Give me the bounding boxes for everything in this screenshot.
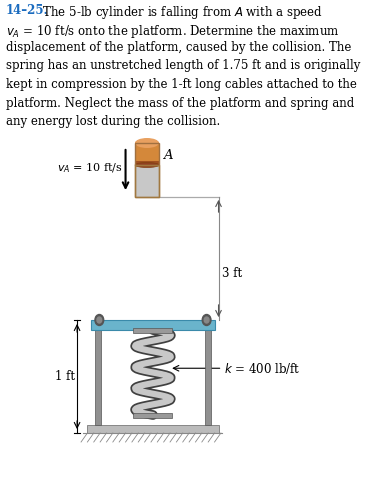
Circle shape [95,314,104,326]
Ellipse shape [135,139,159,147]
Text: platform. Neglect the mass of the platform and spring and: platform. Neglect the mass of the platfo… [6,97,354,109]
Bar [135,143,159,165]
Ellipse shape [135,162,159,167]
Bar [91,320,215,330]
Text: The 5-lb cylinder is falling from $A$ with a speed: The 5-lb cylinder is falling from $A$ wi… [35,4,323,21]
Bar [87,425,218,433]
Bar [135,165,159,197]
Text: displacement of the platform, caused by the collision. The: displacement of the platform, caused by … [6,41,351,54]
Text: $v_A$ = 10 ft/s: $v_A$ = 10 ft/s [57,161,123,175]
Bar [205,330,211,425]
Circle shape [97,317,102,323]
Bar [135,143,159,165]
Text: $v_A$ = 10 ft/s onto the platform. Determine the maximum: $v_A$ = 10 ft/s onto the platform. Deter… [6,22,339,40]
Bar [134,412,172,417]
Ellipse shape [135,138,159,148]
Text: 14–25.: 14–25. [6,4,48,17]
Text: A: A [163,149,172,162]
Bar [135,161,159,165]
Circle shape [202,314,211,326]
Bar [135,165,159,197]
Bar [134,328,172,333]
Text: spring has an unstretched length of 1.75 ft and is originally: spring has an unstretched length of 1.75… [6,59,360,72]
Text: kept in compression by the 1-ft long cables attached to the: kept in compression by the 1-ft long cab… [6,78,356,91]
Text: 1 ft: 1 ft [55,370,75,383]
Circle shape [204,317,209,323]
Text: any energy lost during the collision.: any energy lost during the collision. [6,115,220,128]
Bar [95,330,101,425]
Text: $k$ = 400 lb/ft: $k$ = 400 lb/ft [224,361,301,376]
Text: 3 ft: 3 ft [222,267,243,280]
